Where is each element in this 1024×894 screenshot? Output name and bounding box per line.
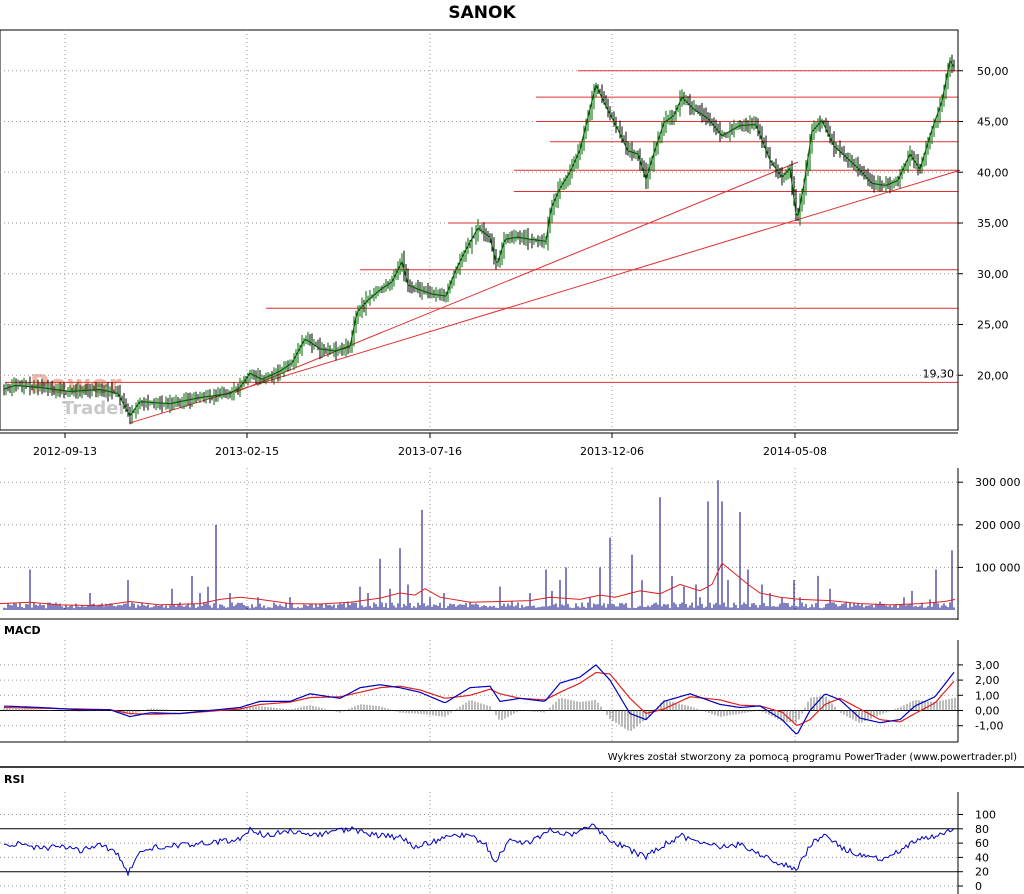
price-axis: 20,00 25,00 30,00 35,00 40,00 45,00 50,00 xyxy=(957,30,1009,430)
volume-panel: 100 000 200 000 300 000 xyxy=(0,468,1021,620)
macd-tick-label: 2,00 xyxy=(975,674,1000,687)
date-tick-label: 2012-09-13 xyxy=(33,445,97,458)
trend-line xyxy=(234,161,799,393)
rsi-tick-label: 60 xyxy=(975,837,989,850)
rsi-tick-label: 40 xyxy=(975,851,989,864)
trend-lines xyxy=(129,161,961,424)
volume-average-path xyxy=(0,562,956,607)
rsi-label: RSI xyxy=(4,773,25,786)
volume-average-line xyxy=(0,562,956,607)
date-tick-label: 2013-02-15 xyxy=(215,445,279,458)
rsi-tick-label: 20 xyxy=(975,866,989,879)
chart-title: SANOK xyxy=(448,3,516,23)
rsi-line xyxy=(3,823,955,877)
price-grid xyxy=(0,29,959,431)
date-tick-label: 2013-07-16 xyxy=(398,445,462,458)
date-axis: 2012-09-13 2013-02-15 2013-07-16 2013-12-06… xyxy=(0,432,958,458)
macd-line xyxy=(3,664,955,735)
volume-tick-label: 300 000 xyxy=(975,476,1021,489)
price-tick-label: 25,00 xyxy=(977,319,1009,332)
rsi-tick-label: 100 xyxy=(975,809,996,822)
date-tick-label: 2014-05-08 xyxy=(763,445,827,458)
price-bars xyxy=(3,54,955,425)
macd-lines xyxy=(3,664,955,735)
rsi-tick-label: 80 xyxy=(975,823,989,836)
rsi-grid xyxy=(0,792,958,894)
volume-axis: 100 000 200 000 300 000 xyxy=(0,468,1021,620)
date-tick-label: 2013-12-06 xyxy=(580,445,644,458)
support-resistance-lines: 19,30 xyxy=(5,70,958,383)
price-tick-label: 20,00 xyxy=(977,369,1009,382)
macd-axis: -1,00 0,00 1,00 2,00 3,00 xyxy=(0,640,1003,743)
level-label: 19,30 xyxy=(923,367,955,380)
price-tick-label: 40,00 xyxy=(977,166,1009,179)
price-tick-label: 35,00 xyxy=(977,217,1009,230)
macd-tick-label: 0,00 xyxy=(975,705,1000,718)
macd-tick-label: -1,00 xyxy=(975,720,1003,733)
volume-grid xyxy=(0,468,958,612)
price-tick-label: 50,00 xyxy=(977,65,1009,78)
price-plot-frame xyxy=(0,29,959,431)
macd-grid xyxy=(0,640,958,742)
watermark-line2: Trader xyxy=(62,398,127,419)
price-panel: Power Trader 19,30 20,00 25,00 30,00 35,00 4… xyxy=(0,29,1009,458)
rsi-tick-label: 0 xyxy=(975,880,982,893)
macd-tick-label: 3,00 xyxy=(975,659,1000,672)
macd-panel: MACD -1,00 0,00 1,00 2,00 3,00 xyxy=(0,624,1003,743)
volume-plot-frame xyxy=(0,468,958,612)
macd-tick-label: 1,00 xyxy=(975,689,1000,702)
rsi-path xyxy=(3,823,955,877)
volume-tick-label: 100 000 xyxy=(975,561,1021,574)
price-tick-label: 45,00 xyxy=(977,116,1009,129)
watermark: Power Trader xyxy=(30,370,127,419)
signal-line xyxy=(3,671,955,726)
footer-credit: Wykres został stworzony za pomocą progra… xyxy=(608,752,1017,763)
volume-tick-label: 200 000 xyxy=(975,519,1021,532)
price-close-line xyxy=(3,58,955,418)
macd-label: MACD xyxy=(4,624,41,637)
price-tick-label: 30,00 xyxy=(977,268,1009,281)
volume-bars xyxy=(3,480,955,610)
